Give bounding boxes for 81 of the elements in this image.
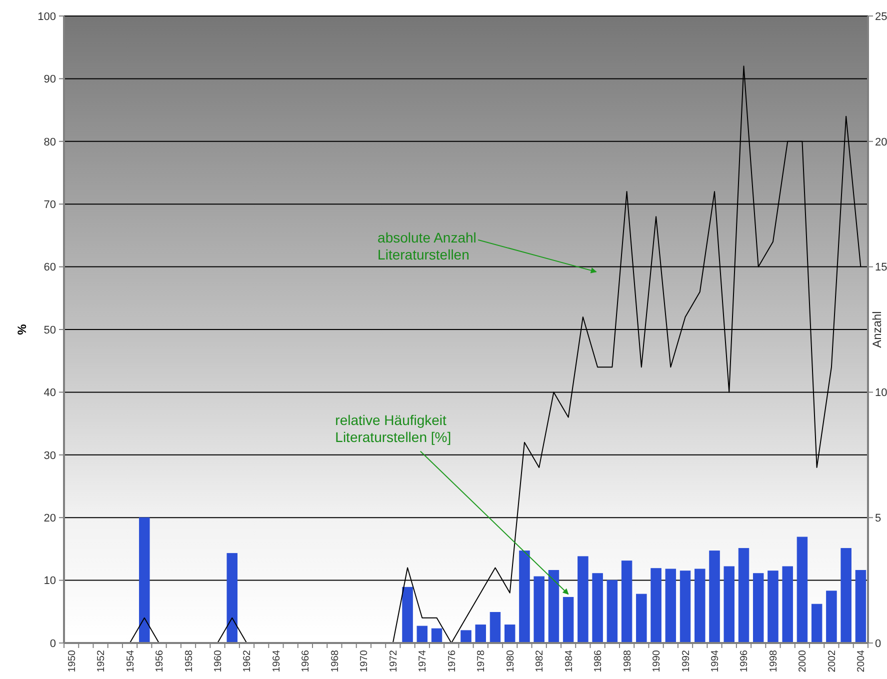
x-tick-label: 2002 bbox=[826, 650, 838, 672]
bar bbox=[636, 594, 647, 644]
bar bbox=[562, 596, 574, 644]
annotation: relative Häufigkeit Literaturstellen [%] bbox=[335, 412, 452, 445]
bar bbox=[504, 624, 516, 644]
x-tick-label: 1992 bbox=[680, 650, 692, 672]
bar bbox=[592, 573, 603, 644]
bar bbox=[694, 568, 706, 644]
bar bbox=[768, 570, 778, 644]
bar bbox=[606, 580, 618, 644]
y-tick-label: 50 bbox=[44, 324, 56, 336]
x-tick-label: 1986 bbox=[593, 650, 604, 672]
x-tick-label: 1968 bbox=[330, 650, 341, 672]
bar bbox=[709, 550, 720, 644]
y-axis-title: % bbox=[15, 324, 30, 335]
bar bbox=[402, 586, 413, 644]
bar bbox=[226, 553, 238, 644]
bar bbox=[139, 517, 150, 644]
x-tick-label: 1970 bbox=[359, 650, 370, 672]
annotation: absolute Anzahl Literaturstellen bbox=[378, 229, 476, 262]
x-tick-label: 1954 bbox=[125, 650, 136, 672]
x-tick-label: 1990 bbox=[652, 650, 663, 672]
x-tick-label: 1972 bbox=[388, 650, 400, 672]
y2-tick-label: 15 bbox=[875, 262, 887, 274]
x-tick-label: 1994 bbox=[710, 650, 722, 672]
y2-tick-label: 0 bbox=[875, 638, 882, 650]
x-tick-label: 1996 bbox=[739, 650, 750, 672]
bar bbox=[460, 630, 472, 644]
x-tick-label: 1998 bbox=[768, 650, 780, 672]
y-tick-label: 10 bbox=[44, 575, 56, 588]
bar bbox=[621, 560, 632, 644]
y-tick-label: 0 bbox=[50, 638, 56, 650]
y-tick-label: 40 bbox=[44, 387, 56, 400]
bar bbox=[665, 568, 676, 644]
y-tick-label: 30 bbox=[44, 450, 56, 462]
bar bbox=[738, 548, 750, 644]
x-tick-label: 1960 bbox=[212, 650, 224, 672]
bar bbox=[578, 556, 588, 644]
x-tick-label: 1984 bbox=[564, 650, 575, 672]
x-tick-label: 1988 bbox=[622, 650, 634, 672]
x-tick-label: 2004 bbox=[856, 650, 868, 672]
bar bbox=[490, 612, 501, 644]
y2-axis-title: Anzahl bbox=[870, 311, 884, 348]
x-tick-label: 1962 bbox=[242, 650, 254, 672]
x-tick-label: 1956 bbox=[154, 650, 166, 672]
bar bbox=[782, 566, 793, 644]
x-tick-label: 1982 bbox=[534, 650, 546, 672]
x-tick-label: 1978 bbox=[476, 650, 488, 672]
bar bbox=[680, 570, 691, 644]
y2-tick-label: 5 bbox=[875, 512, 882, 524]
y-tick-label: 60 bbox=[44, 262, 56, 274]
y-tick-label: 100 bbox=[38, 10, 56, 23]
bar bbox=[796, 536, 808, 644]
bar bbox=[534, 576, 544, 644]
y2-tick-label: 20 bbox=[875, 136, 887, 148]
bar bbox=[650, 568, 662, 644]
bar bbox=[855, 570, 866, 644]
x-tick-label: 1976 bbox=[446, 650, 458, 672]
y2-tick-label: 25 bbox=[875, 10, 887, 23]
x-tick-label: 1952 bbox=[96, 650, 108, 672]
x-tick-label: 1980 bbox=[505, 650, 516, 672]
bar bbox=[826, 590, 837, 644]
x-tick-label: 2000 bbox=[798, 650, 809, 672]
x-tick-label: 1964 bbox=[271, 650, 282, 672]
y-tick-label: 70 bbox=[44, 198, 56, 211]
y-tick-label: 20 bbox=[44, 512, 56, 524]
bar bbox=[519, 550, 530, 644]
y-tick-label: 90 bbox=[44, 74, 56, 86]
bar bbox=[548, 570, 560, 644]
bar bbox=[416, 626, 428, 644]
x-tick-label: 1958 bbox=[184, 650, 195, 672]
bar bbox=[840, 548, 852, 644]
y-tick-label: 80 bbox=[44, 136, 56, 148]
bar bbox=[724, 566, 734, 644]
bar bbox=[752, 573, 764, 644]
x-tick-label: 1966 bbox=[300, 650, 312, 672]
y2-tick-label: 10 bbox=[875, 387, 887, 400]
x-tick-label: 1974 bbox=[418, 650, 429, 672]
bar bbox=[811, 604, 822, 644]
x-tick-label: 1950 bbox=[66, 650, 78, 672]
bar bbox=[475, 624, 486, 644]
